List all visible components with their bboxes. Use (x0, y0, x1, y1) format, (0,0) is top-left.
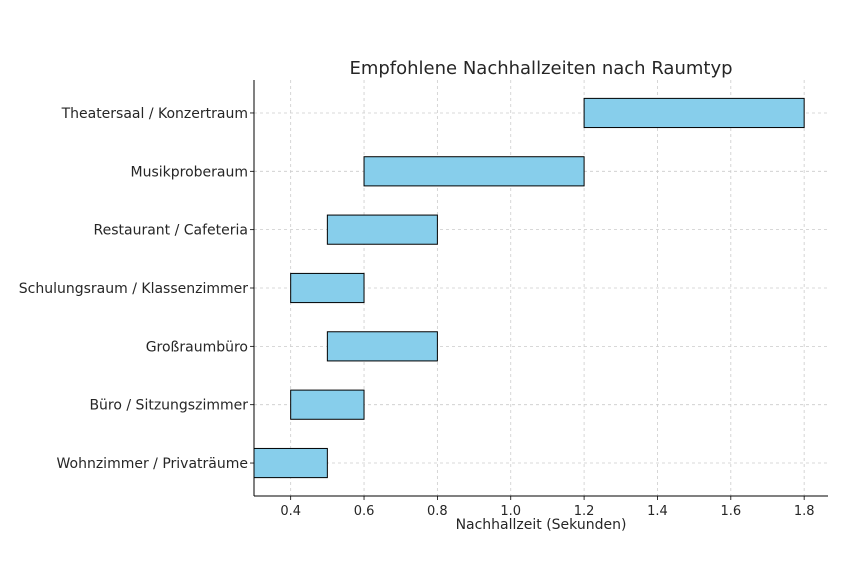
x-tick-label: 1.0 (500, 504, 521, 519)
x-tick-label: 0.6 (354, 504, 375, 519)
x-tick-label: 1.6 (720, 504, 741, 519)
y-tick-label: Schulungsraum / Klassenzimmer (19, 281, 248, 297)
range-bar (363, 156, 585, 187)
range-bar (326, 214, 438, 245)
x-tick-label: 1.8 (794, 504, 815, 519)
x-axis-label: Nachhallzeit (Sekunden) (456, 517, 627, 533)
x-tick-label: 1.4 (647, 504, 668, 519)
y-tick-label: Büro / Sitzungszimmer (89, 398, 248, 414)
x-tick-label: 1.2 (574, 504, 595, 519)
chart-title: Empfohlene Nachhallzeiten nach Raumtyp (349, 58, 732, 79)
range-bar (253, 447, 328, 479)
range-bar (290, 272, 365, 304)
range-bar (326, 331, 438, 362)
range-bar (583, 97, 805, 129)
y-tick-label: Restaurant / Cafeteria (94, 223, 249, 239)
x-tick-label: 0.4 (280, 504, 301, 519)
range-bar (290, 389, 365, 420)
x-tick-label: 0.8 (427, 504, 448, 519)
y-tick-label: Wohnzimmer / Privaträume (57, 456, 249, 472)
y-tick-label: Großraumbüro (146, 339, 248, 355)
y-tick-label: Musikproberaum (131, 164, 249, 180)
y-tick-label: Theatersaal / Konzertraum (61, 106, 248, 122)
